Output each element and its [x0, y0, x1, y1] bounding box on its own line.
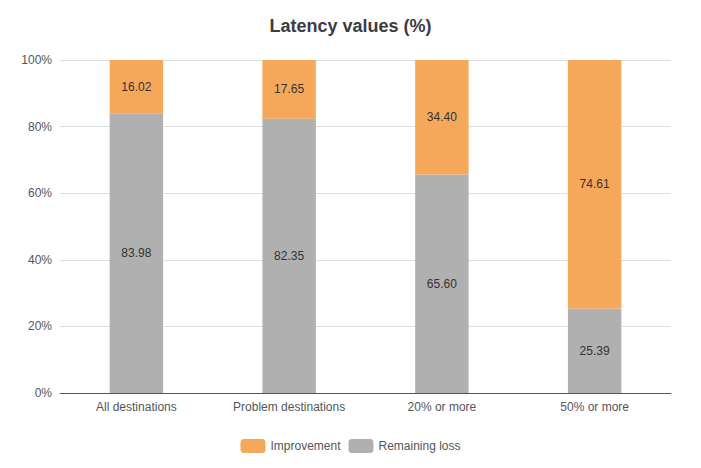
svg-text:20% or more: 20% or more: [408, 400, 477, 414]
svg-text:Remaining loss: Remaining loss: [378, 439, 460, 453]
svg-text:Problem destinations: Problem destinations: [233, 400, 345, 414]
svg-text:17.65: 17.65: [274, 82, 304, 96]
svg-text:83.98: 83.98: [121, 246, 151, 260]
svg-text:34.40: 34.40: [427, 110, 457, 124]
svg-text:25.39: 25.39: [580, 344, 610, 358]
svg-text:0%: 0%: [35, 386, 53, 400]
svg-text:All destinations: All destinations: [96, 400, 177, 414]
svg-text:Improvement: Improvement: [270, 439, 341, 453]
svg-text:60%: 60%: [28, 186, 52, 200]
svg-text:100%: 100%: [21, 53, 52, 67]
svg-text:65.60: 65.60: [427, 277, 457, 291]
svg-text:82.35: 82.35: [274, 249, 304, 263]
svg-text:20%: 20%: [28, 319, 52, 333]
svg-text:16.02: 16.02: [121, 80, 151, 94]
svg-text:40%: 40%: [28, 253, 52, 267]
svg-text:Latency values (%): Latency values (%): [269, 16, 431, 36]
svg-text:80%: 80%: [28, 120, 52, 134]
svg-text:50% or more: 50% or more: [560, 400, 629, 414]
svg-text:74.61: 74.61: [580, 177, 610, 191]
